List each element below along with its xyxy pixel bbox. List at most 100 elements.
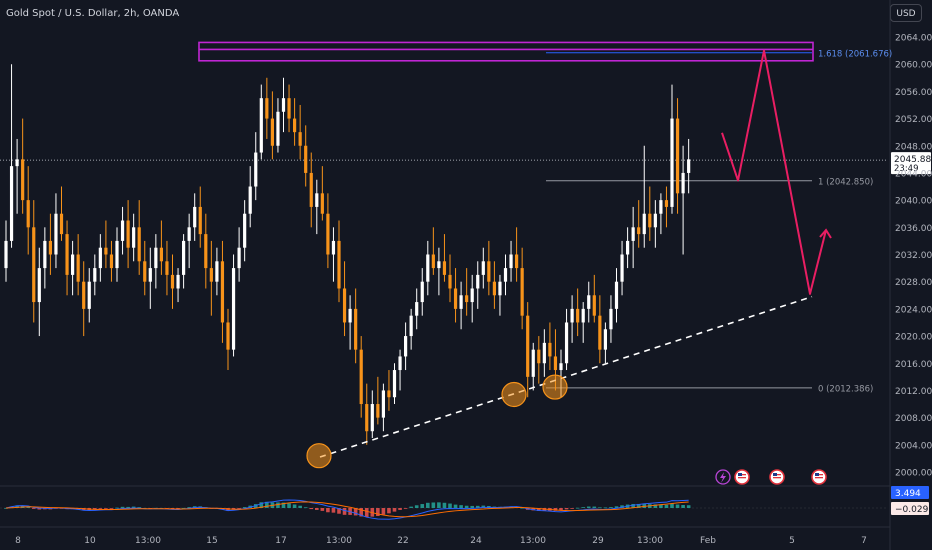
candle-body [498,281,502,296]
macd-histogram-bar [464,505,469,508]
candle-body [143,261,147,282]
trendline [319,295,813,458]
macd-histogram-bar [115,507,119,509]
macd-histogram-bar [15,505,19,508]
macd-histogram-bar [353,508,358,516]
candle-body [509,254,513,269]
support-trendline [319,295,813,458]
macd-histogram-bar [287,503,291,508]
x-tick-label: 13:00 [637,536,663,546]
lightning-icon [715,469,731,485]
candle-body [687,159,691,173]
y-tick-label: 2008.000 [895,414,932,424]
candle-body [648,213,652,228]
candle-body [59,213,64,235]
candle-body [182,240,186,275]
macd-histogram-bar [686,505,691,508]
candle-body [9,166,14,241]
candle-body [342,288,347,323]
candle-body [87,281,91,309]
candle-body [26,200,30,228]
macd-histogram-bar [420,504,425,508]
x-tick-label: 15 [206,536,217,546]
candle-body [304,145,308,173]
swing-low-marker [542,374,568,400]
candle-body [476,274,480,289]
macd-histogram-bar [414,505,419,508]
macd-histogram-bar [481,505,486,508]
fib-label: 1.618 (2061.676) [818,49,892,59]
candle-body [187,227,191,241]
candle-body [592,295,596,316]
macd-histogram-bar [364,508,369,517]
fibonacci-levels: 1.618 (2061.676) 1 (2042.850) 0 (2012.386)… [0,49,932,394]
macd-histogram-bar [642,503,647,508]
macd-histogram-bar [381,508,386,515]
candle-body [170,274,175,289]
macd-histogram-bar [636,503,641,508]
macd-histogram-bar [592,506,597,508]
x-tick-label: Feb [700,536,716,546]
candle-body [570,308,574,323]
candle-body [531,349,535,377]
x-tick-label: 7 [861,536,867,546]
candle-body [409,315,413,337]
candle-body [354,308,358,350]
candle-body [637,227,641,235]
candle-body [431,254,435,269]
candle-body [65,234,69,275]
macd-histogram-bar [670,503,674,508]
candle-body [365,404,369,432]
y-tick-label: 2056.000 [895,88,932,98]
macd-histogram-bar [93,508,97,510]
us-flag-stripe [738,477,746,479]
macd-histogram-bar [470,505,474,508]
macd-value-label: 3.494 [895,489,921,499]
macd-histogram-bar [376,508,380,517]
x-tick-label: 17 [275,536,286,546]
candle-body [165,261,169,275]
candle-body [526,315,530,377]
candle-body [537,349,541,364]
y-tick-label: 2000.000 [895,469,932,479]
x-tick-label: 13:00 [520,536,546,546]
candle-body [309,172,313,207]
candle-body [326,213,330,255]
macd-histogram-bar [609,507,613,508]
macd-histogram-bar [453,504,458,508]
candle-body [609,308,613,330]
macd-histogram-bar [131,506,136,508]
macd-histogram-bar [276,502,280,508]
candle-body [276,111,280,146]
macd-histogram-bar [242,507,247,508]
candle-body [470,288,474,303]
macd-value-tag [891,486,929,499]
macd-histogram-bar [475,505,480,508]
candle-body [420,281,424,303]
macd-histogram-bar [292,504,297,508]
macd-pane: 3.494 −0.029 [0,485,929,520]
candle-body [437,261,441,269]
macd-histogram-bar [520,507,524,509]
macd-histogram-bar [559,508,563,511]
candle-body [626,240,630,255]
candle-body [503,268,508,282]
current-price-label: 2045.885 [894,155,932,165]
x-tick-label: 13:00 [135,536,161,546]
candle-body [370,404,374,432]
candle-body [293,118,297,133]
macd-histogram-bar [553,508,558,511]
y-tick-label: 2048.000 [895,142,932,152]
y-tick-label: 2004.000 [895,441,932,451]
candle-body [32,227,36,303]
candle-body [159,247,163,262]
candle-body [237,247,241,269]
candle-body [15,159,19,167]
candle-body [281,98,286,112]
candle-body [614,281,619,309]
candle-body [670,118,674,207]
us-flag-canton [773,473,777,476]
candle-body [215,261,219,282]
candle-body [359,349,363,405]
